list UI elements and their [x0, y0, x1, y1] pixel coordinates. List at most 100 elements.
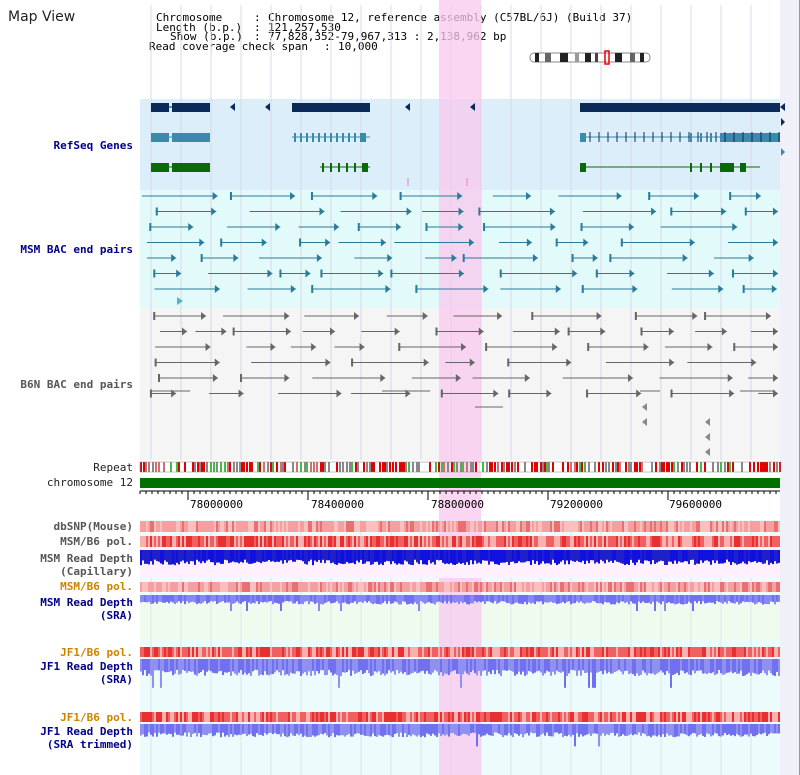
- depth-bar: [484, 659, 486, 671]
- repeat-element: [668, 462, 670, 472]
- track-label-msm-bac[interactable]: MSM BAC end pairs: [20, 243, 133, 256]
- depth-bar: [700, 550, 702, 561]
- polymorphism-cell: [404, 712, 406, 722]
- gene-exon: [700, 133, 702, 142]
- depth-bar: [226, 550, 228, 561]
- repeat-element: [382, 462, 384, 472]
- depth-bar: [696, 595, 698, 604]
- depth-bar: [202, 595, 204, 603]
- repeat-element: [355, 462, 357, 472]
- depth-bar: [172, 659, 174, 676]
- polymorphism-cell: [674, 521, 676, 532]
- depth-bar: [388, 724, 390, 736]
- track-label-b6n-bac[interactable]: B6N BAC end pairs: [20, 378, 133, 391]
- polymorphism-cell: [162, 712, 164, 722]
- track-label-msm-depth-sra[interactable]: MSM Read Depth: [40, 596, 133, 609]
- track-label-refseq[interactable]: RefSeq Genes: [53, 139, 133, 152]
- track-label-msm-b6-pol[interactable]: MSM/B6 pol.: [60, 535, 133, 548]
- polymorphism-cell: [698, 712, 700, 722]
- bac-end-marker: [435, 327, 438, 336]
- polymorphism-cell: [344, 582, 346, 592]
- polymorphism-cell: [244, 521, 246, 532]
- polymorphism-cell: [374, 582, 376, 592]
- depth-bar: [244, 550, 246, 560]
- polymorphism-cell: [294, 647, 296, 657]
- depth-bar: [170, 595, 172, 602]
- polymorphism-cell: [750, 712, 752, 722]
- bac-end-marker: [406, 207, 412, 216]
- depth-bar: [672, 550, 674, 564]
- polymorphism-cell: [612, 712, 614, 722]
- polymorphism-cell: [418, 536, 420, 547]
- depth-bar: [194, 550, 196, 565]
- depth-bar: [398, 550, 400, 564]
- repeat-element: [641, 462, 643, 472]
- depth-bar: [354, 724, 356, 734]
- polymorphism-cell: [380, 536, 382, 547]
- track-label-msm-b6-pol-2[interactable]: MSM/B6 pol.: [60, 580, 133, 593]
- depth-bar: [314, 550, 316, 561]
- polymorphism-cell: [514, 647, 516, 657]
- depth-bar: [362, 659, 364, 675]
- repeat-element: [696, 462, 698, 472]
- polymorphism-cell: [268, 521, 270, 532]
- depth-bar: [496, 724, 498, 733]
- repeat-element: [276, 462, 278, 472]
- depth-bar: [304, 724, 306, 736]
- polymorphism-cell: [754, 536, 756, 547]
- track-label-dbsnp[interactable]: dbSNP(Mouse): [53, 520, 133, 533]
- depth-bar: [652, 724, 654, 736]
- track-label-jf1-depth-trim[interactable]: JF1 Read Depth: [40, 725, 133, 738]
- depth-bar: [530, 659, 532, 672]
- depth-bar: [594, 724, 596, 734]
- depth-bar: [272, 659, 274, 675]
- depth-bar: [558, 595, 560, 604]
- track-label-chromosome[interactable]: chromosome 12: [46, 476, 133, 489]
- polymorphism-cell: [378, 647, 380, 657]
- repeat-element: [560, 462, 562, 472]
- polymorphism-cell: [672, 712, 674, 722]
- polymorphism-cell: [236, 536, 238, 547]
- polymorphism-cell: [606, 582, 608, 592]
- depth-bar: [368, 595, 370, 602]
- depth-bar: [504, 724, 506, 736]
- depth-bar: [148, 659, 150, 674]
- ideogram-band: [640, 53, 644, 62]
- polymorphism-cell: [568, 536, 570, 547]
- polymorphism-cell: [606, 647, 608, 657]
- polymorphism-cell: [288, 712, 290, 722]
- track-label-jf1-b6-pol[interactable]: JF1/B6 pol.: [60, 646, 133, 659]
- polymorphism-cell: [252, 536, 254, 547]
- selected-region: [439, 0, 481, 775]
- polymorphism-cell: [180, 647, 182, 657]
- repeat-element: [741, 462, 743, 472]
- polymorphism-cell: [488, 647, 490, 657]
- repeat-element: [408, 462, 410, 472]
- polymorphism-cell: [664, 521, 666, 532]
- track-label-repeat[interactable]: Repeat: [93, 461, 133, 474]
- depth-bar: [620, 659, 622, 672]
- depth-bar: [530, 724, 532, 733]
- depth-bar: [246, 595, 248, 611]
- depth-bar: [586, 724, 588, 735]
- polymorphism-cell: [662, 536, 664, 547]
- depth-bar: [740, 659, 742, 671]
- track-label-msm-depth-cap[interactable]: MSM Read Depth: [40, 552, 133, 565]
- bac-end-marker: [493, 389, 499, 398]
- polymorphism-cell: [642, 712, 644, 722]
- depth-bar: [244, 595, 246, 602]
- bac-end-marker: [325, 358, 331, 367]
- depth-bar: [510, 595, 512, 605]
- repeat-element: [324, 462, 326, 472]
- depth-bar: [212, 595, 214, 602]
- depth-bar: [526, 595, 528, 605]
- polymorphism-cell: [670, 582, 672, 592]
- bac-end-marker: [275, 223, 281, 231]
- polymorphism-cell: [592, 712, 594, 722]
- track-label-jf1-depth-sra[interactable]: JF1 Read Depth: [40, 660, 133, 673]
- polymorphism-cell: [644, 712, 646, 722]
- track-label-jf1-b6-pol-2[interactable]: JF1/B6 pol.: [60, 711, 133, 724]
- bac-end-marker: [773, 343, 778, 351]
- depth-bar: [188, 550, 190, 564]
